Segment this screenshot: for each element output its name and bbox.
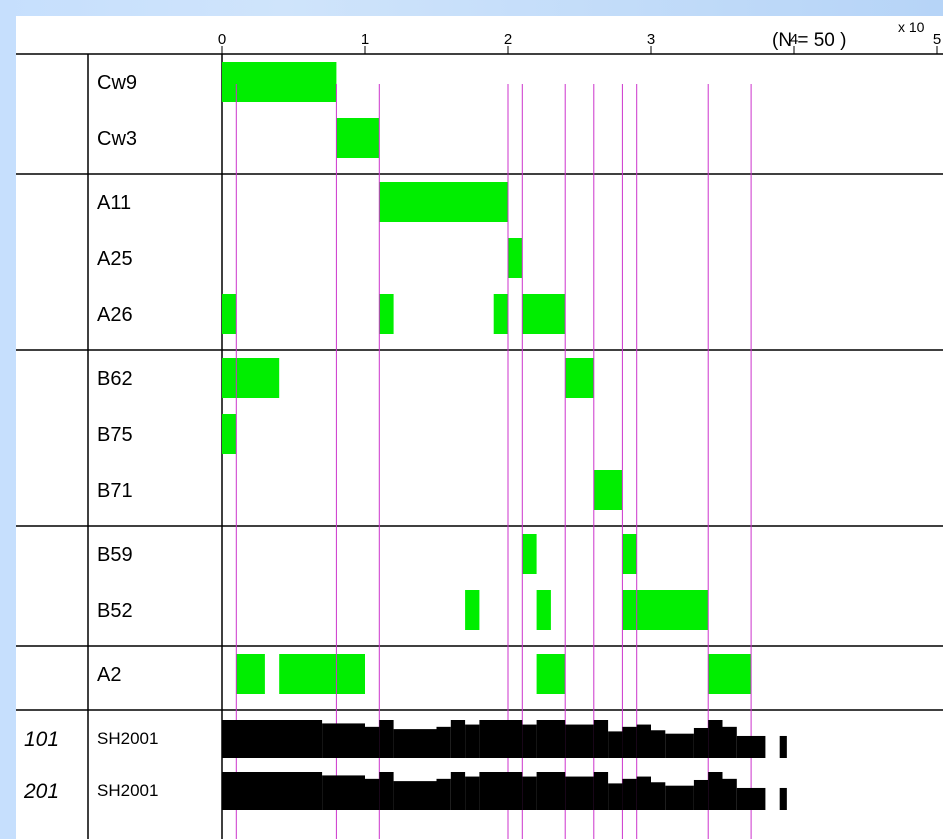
sequence-block: [693, 727, 709, 758]
row-label-b71: B71: [97, 480, 133, 502]
row-label-b52: B52: [97, 600, 133, 622]
row-label-b75: B75: [97, 424, 133, 446]
sequence-block: [379, 720, 394, 758]
segment-b52-1: [536, 590, 551, 630]
segment-a26-0: [222, 294, 237, 334]
segment-a25-0: [508, 238, 523, 278]
sequence-block: [450, 772, 466, 810]
sequence-block: [622, 726, 637, 758]
sequence-block: [436, 778, 451, 810]
x-tick-label: 5: [933, 31, 941, 48]
row-label-a2: A2: [97, 664, 121, 686]
row-label-cw9: Cw9: [97, 72, 137, 94]
sequence-block: [651, 782, 666, 810]
sequence-block: [565, 724, 594, 758]
sequence-block: [536, 772, 566, 810]
segment-a2-2: [536, 654, 566, 694]
sequence-block: [779, 787, 787, 810]
row-label-b62: B62: [97, 368, 133, 390]
segment-b59-1: [622, 534, 637, 574]
sequence-block: [479, 772, 523, 810]
sequence-id-101: 101: [24, 728, 59, 751]
sequence-block: [593, 772, 609, 810]
segment-cw9-0: [222, 62, 337, 102]
sequence-block: [522, 724, 537, 758]
sequence-block: [436, 726, 451, 758]
sequence-block: [365, 778, 380, 810]
row-label-a11: A11: [97, 192, 131, 214]
segment-b62-1: [565, 358, 594, 398]
segment-a11-0: [379, 182, 508, 222]
sequence-block: [393, 781, 437, 810]
sequence-block: [222, 720, 323, 758]
sequence-block: [708, 772, 723, 810]
sequence-block: [736, 787, 766, 810]
sequence-block: [608, 783, 623, 810]
sequence-block: [222, 772, 323, 810]
sequence-id-201: 201: [23, 780, 59, 803]
segment-b62-0: [222, 358, 280, 398]
segment-b75-0: [222, 414, 237, 454]
segment-a2-0: [236, 654, 265, 694]
sequence-block: [522, 776, 537, 810]
sequence-block: [593, 720, 609, 758]
sequence-block: [479, 720, 523, 758]
sequence-block: [651, 730, 666, 758]
sequence-block: [622, 778, 637, 810]
x-tick-label: 2: [504, 31, 512, 48]
segment-b52-2: [622, 590, 709, 630]
x-tick-label: 4: [790, 31, 798, 48]
segment-a26-1: [379, 294, 394, 334]
sequence-block: [608, 731, 623, 758]
sequence-block: [536, 720, 566, 758]
sequence-block: [393, 729, 437, 758]
sequence-block: [322, 723, 365, 758]
sequence-block: [722, 778, 737, 810]
x-tick-label: 0: [218, 31, 226, 48]
sequence-block: [465, 724, 480, 758]
x-tick-label: 1: [361, 31, 369, 48]
row-label-cw3: Cw3: [97, 128, 137, 150]
sequence-block: [693, 779, 709, 810]
sequence-block: [565, 776, 594, 810]
sequence-label: SH2001: [97, 781, 158, 800]
sequence-block: [365, 726, 380, 758]
segment-a2-3: [708, 654, 752, 694]
sequence-block: [379, 772, 394, 810]
sample-size-label: (N = 50 ): [772, 30, 846, 51]
segment-a26-3: [522, 294, 566, 334]
sequence-block: [636, 724, 651, 758]
sequence-block: [665, 785, 694, 810]
segment-cw3-0: [336, 118, 380, 158]
sequence-block: [665, 733, 694, 758]
segment-a2-1: [279, 654, 365, 694]
segment-b71-0: [593, 470, 623, 510]
chart-frame: Cw9 Cw3 A11 A25 A26 B62 B75 B71 B59 B52 A2 101 SH200…: [16, 16, 943, 839]
sequence-block: [636, 776, 651, 810]
x-tick-label: 3: [647, 31, 655, 48]
segment-b52-0: [465, 590, 480, 630]
allele-coverage-chart: Cw9 Cw3 A11 A25 A26 B62 B75 B71 B59 B52 A2 101 SH200…: [16, 19, 943, 839]
row-label-a25: A25: [97, 248, 133, 270]
sequence-block: [708, 720, 723, 758]
sequence-block: [450, 720, 466, 758]
sequence-label: SH2001: [97, 729, 158, 748]
sequence-block: [465, 776, 480, 810]
row-label-a26: A26: [97, 304, 133, 326]
axis-multiplier-label: x 10: [898, 19, 925, 35]
sequence-block: [322, 775, 365, 810]
row-label-b59: B59: [97, 544, 133, 566]
sequence-block: [722, 726, 737, 758]
sequence-block: [736, 735, 766, 758]
sequence-block: [779, 735, 787, 758]
segment-a26-2: [493, 294, 508, 334]
segment-b59-0: [522, 534, 537, 574]
